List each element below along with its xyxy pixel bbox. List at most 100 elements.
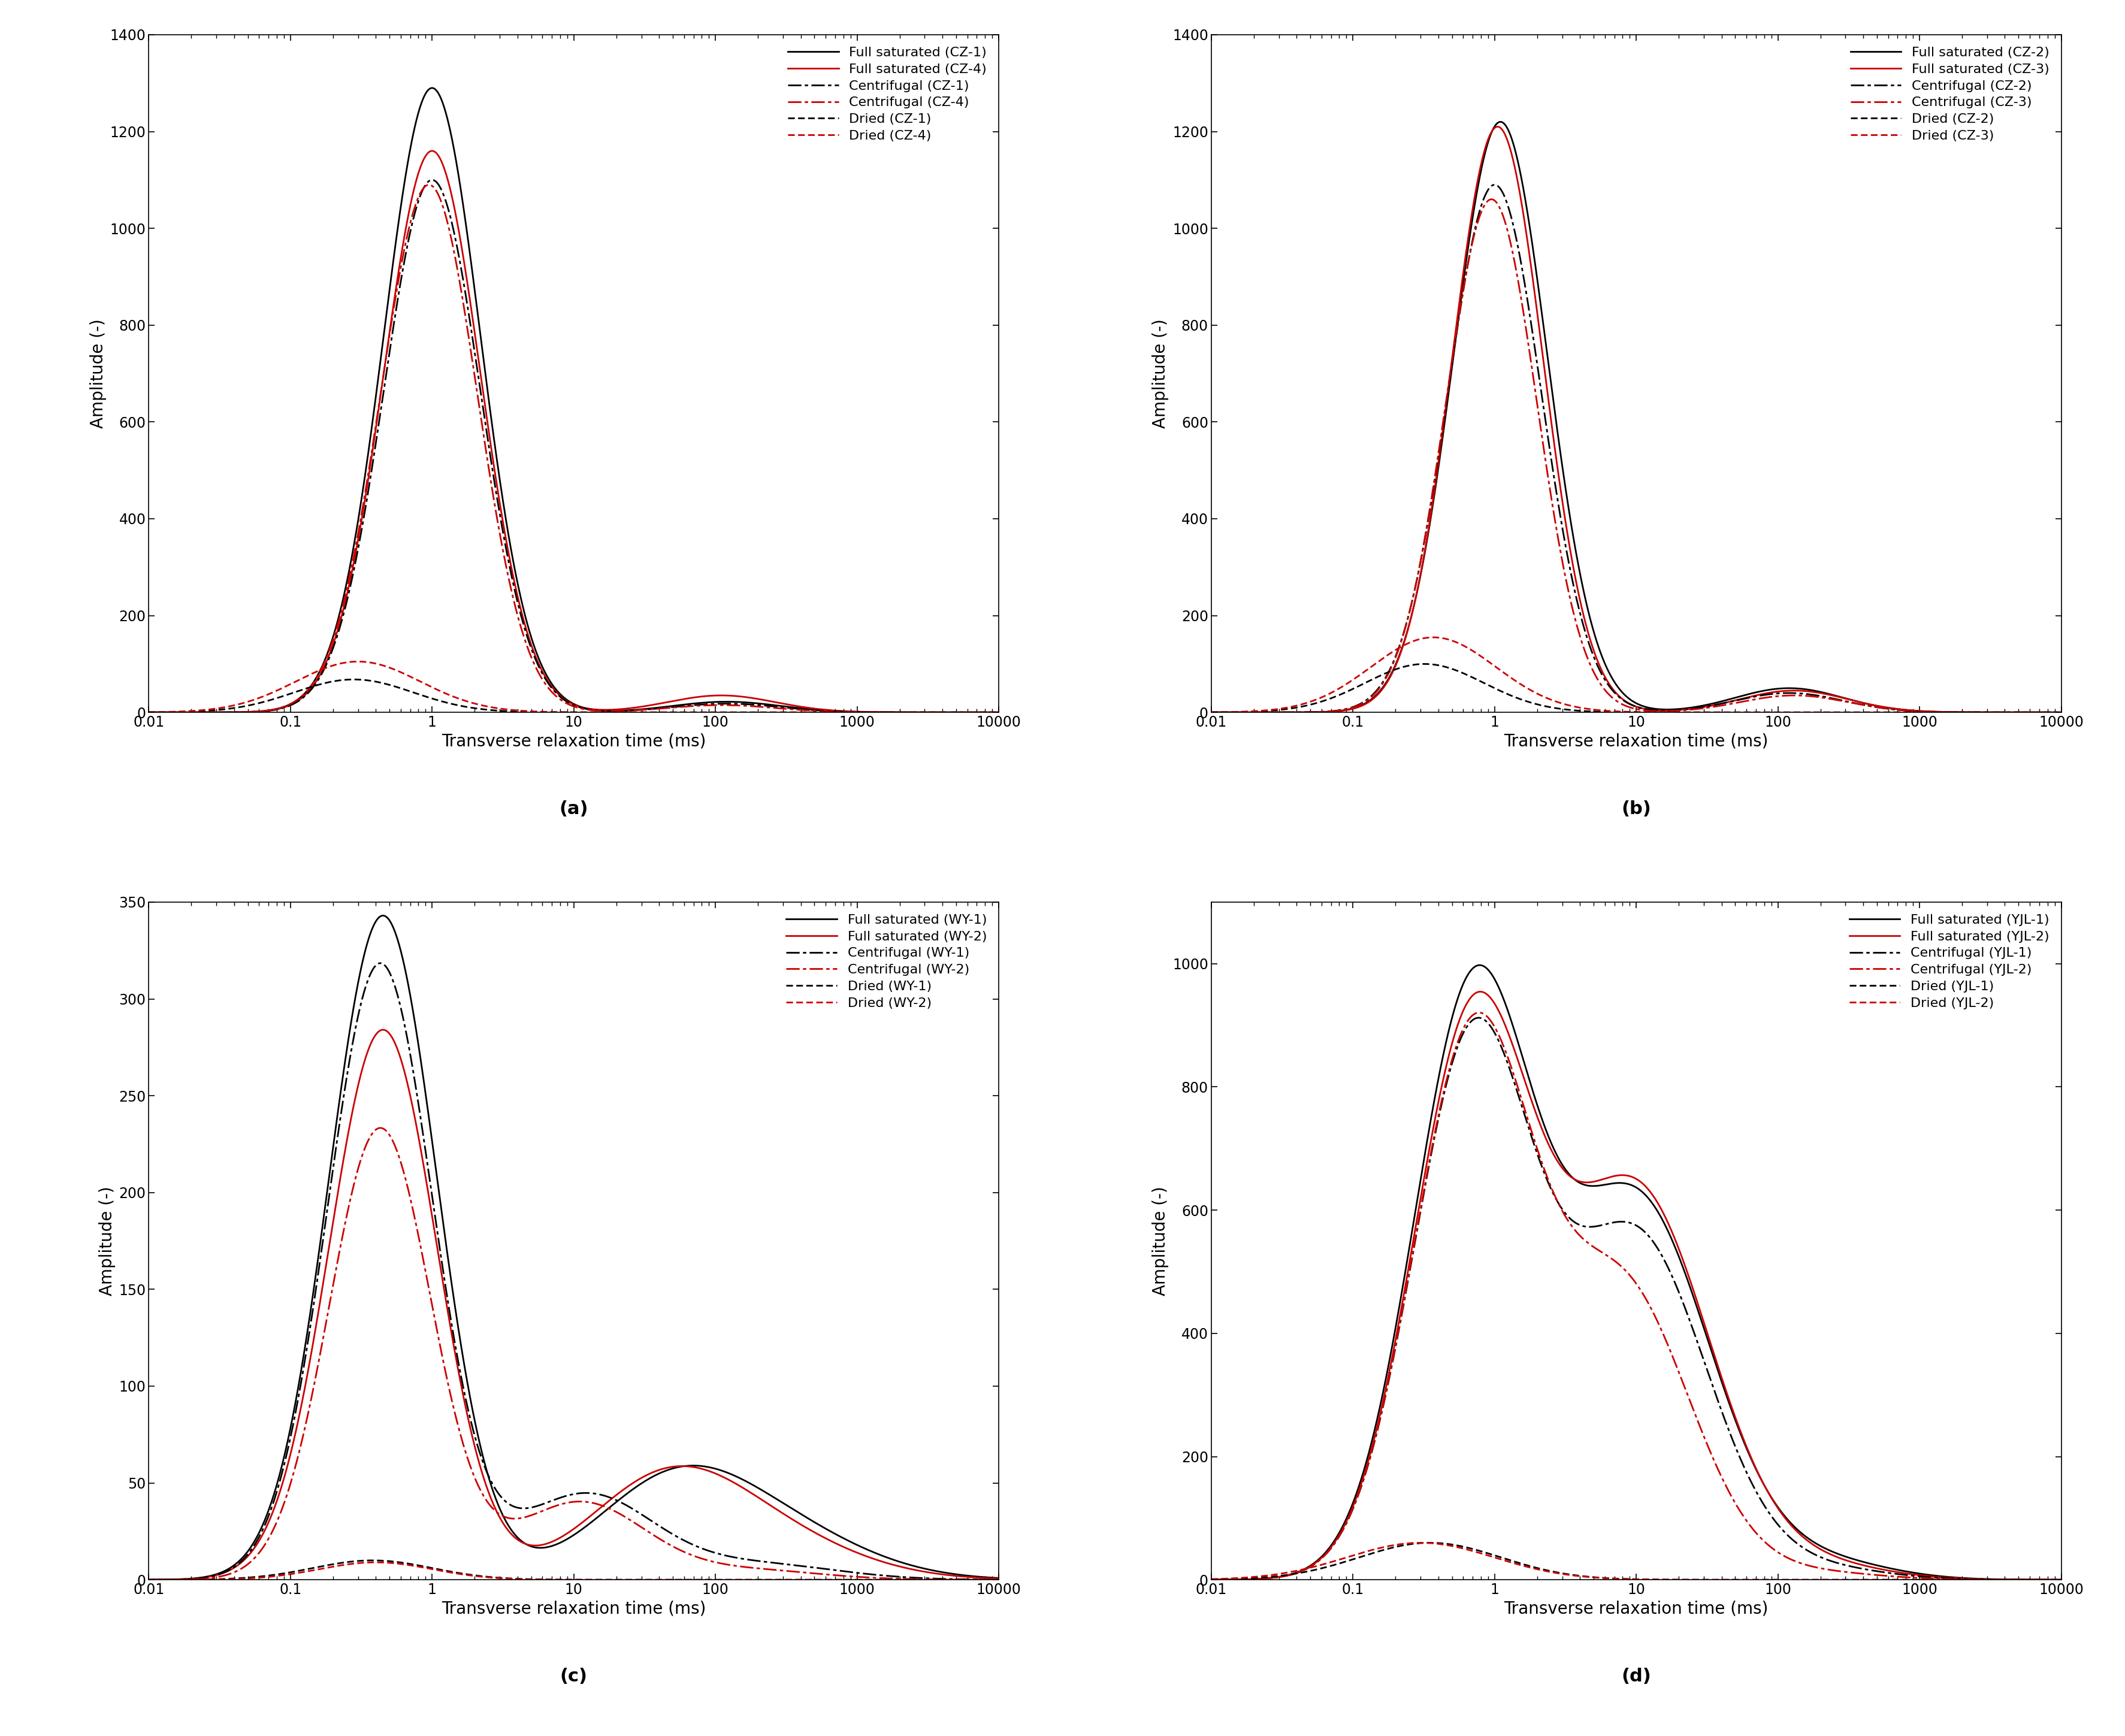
- Centrifugal (CZ-3): [1507, 276, 1532, 297]
- Dried (CZ-3): [1874, 701, 1900, 722]
- Full saturated (CZ-2): [1487, 111, 1513, 132]
- Full saturated (WY-1): [444, 1307, 470, 1328]
- Full saturated (CZ-3): [1702, 694, 1728, 715]
- Full saturated (CZ-2): [1874, 698, 1900, 719]
- Centrifugal (CZ-4): [767, 698, 793, 719]
- Full saturated (YJL-1): [1466, 955, 1492, 976]
- Dried (CZ-1): [676, 701, 701, 722]
- Full saturated (YJL-2): [1241, 1569, 1266, 1590]
- Centrifugal (YJL-2): [1874, 1566, 1900, 1587]
- Dried (YJL-1): [1738, 1569, 1764, 1590]
- Full saturated (WY-1): [676, 1455, 701, 1476]
- Centrifugal (YJL-1): [2048, 1569, 2074, 1590]
- Y-axis label: Amplitude (-): Amplitude (-): [89, 319, 106, 429]
- Dried (CZ-4): [812, 701, 837, 722]
- Centrifugal (CZ-1): [136, 701, 162, 722]
- Full saturated (CZ-1): [419, 78, 444, 99]
- Text: (d): (d): [1621, 1668, 1651, 1686]
- Dried (CZ-1): [136, 701, 162, 722]
- Dried (CZ-2): [1874, 701, 1900, 722]
- Dried (CZ-2): [1702, 701, 1728, 722]
- Line: Full saturated (CZ-4): Full saturated (CZ-4): [149, 151, 999, 712]
- Centrifugal (WY-1): [812, 1559, 837, 1580]
- Centrifugal (YJL-2): [1702, 1451, 1728, 1472]
- Full saturated (CZ-3): [1830, 687, 1855, 708]
- Centrifugal (CZ-1): [640, 698, 665, 719]
- Dried (WY-2): [136, 1569, 162, 1590]
- Centrifugal (CZ-3): [1241, 701, 1266, 722]
- Dried (YJL-2): [2048, 1569, 2074, 1590]
- Centrifugal (YJL-2): [1830, 1561, 1855, 1581]
- Line: Centrifugal (WY-2): Centrifugal (WY-2): [149, 1128, 999, 1580]
- Text: (a): (a): [559, 800, 589, 818]
- Dried (CZ-1): [444, 694, 470, 715]
- Dried (WY-2): [444, 1562, 470, 1583]
- Dried (WY-1): [986, 1569, 1011, 1590]
- Line: Full saturated (CZ-3): Full saturated (CZ-3): [1211, 127, 2061, 712]
- Full saturated (CZ-1): [767, 696, 793, 717]
- Full saturated (WY-1): [986, 1568, 1011, 1588]
- Dried (WY-1): [640, 1569, 665, 1590]
- Dried (CZ-4): [344, 651, 370, 672]
- Centrifugal (CZ-4): [444, 255, 470, 276]
- Dried (YJL-2): [1407, 1533, 1432, 1554]
- Line: Centrifugal (WY-1): Centrifugal (WY-1): [149, 963, 999, 1580]
- Centrifugal (CZ-3): [2048, 701, 2074, 722]
- Full saturated (WY-2): [640, 1462, 665, 1483]
- Centrifugal (WY-1): [767, 1554, 793, 1575]
- Line: Centrifugal (CZ-3): Centrifugal (CZ-3): [1211, 200, 2061, 712]
- Full saturated (CZ-3): [1198, 701, 1224, 722]
- Centrifugal (CZ-2): [1874, 698, 1900, 719]
- Dried (CZ-1): [986, 701, 1011, 722]
- Dried (WY-2): [812, 1569, 837, 1590]
- Centrifugal (CZ-4): [179, 701, 204, 722]
- Centrifugal (CZ-3): [1874, 698, 1900, 719]
- Full saturated (YJL-2): [1874, 1561, 1900, 1581]
- Full saturated (YJL-2): [1198, 1569, 1224, 1590]
- Full saturated (CZ-1): [812, 700, 837, 720]
- Legend: Full saturated (YJL-1), Full saturated (YJL-2), Centrifugal (YJL-1), Centrifugal: Full saturated (YJL-1), Full saturated (…: [1844, 908, 2055, 1014]
- Dried (CZ-1): [812, 701, 837, 722]
- Dried (CZ-3): [1507, 674, 1532, 694]
- Full saturated (CZ-1): [179, 701, 204, 722]
- X-axis label: Transverse relaxation time (ms): Transverse relaxation time (ms): [442, 733, 706, 750]
- Dried (CZ-2): [1198, 701, 1224, 722]
- Full saturated (WY-2): [986, 1568, 1011, 1588]
- Dried (YJL-1): [1417, 1533, 1443, 1554]
- Full saturated (WY-1): [640, 1467, 665, 1488]
- Centrifugal (CZ-4): [676, 696, 701, 717]
- Line: Centrifugal (CZ-1): Centrifugal (CZ-1): [149, 181, 999, 712]
- Centrifugal (YJL-1): [1507, 1087, 1532, 1108]
- Centrifugal (YJL-1): [1830, 1554, 1855, 1575]
- Centrifugal (WY-1): [444, 1342, 470, 1363]
- Full saturated (WY-1): [767, 1489, 793, 1510]
- Centrifugal (CZ-1): [767, 696, 793, 717]
- Centrifugal (WY-1): [676, 1533, 701, 1554]
- Centrifugal (YJL-2): [1507, 1082, 1532, 1102]
- Line: Full saturated (YJL-2): Full saturated (YJL-2): [1211, 991, 2061, 1580]
- Dried (CZ-4): [640, 701, 665, 722]
- Full saturated (CZ-4): [419, 141, 444, 161]
- Legend: Full saturated (CZ-1), Full saturated (CZ-4), Centrifugal (CZ-1), Centrifugal (C: Full saturated (CZ-1), Full saturated (C…: [782, 42, 992, 148]
- Centrifugal (CZ-2): [1241, 701, 1266, 722]
- Centrifugal (YJL-2): [2048, 1569, 2074, 1590]
- Full saturated (CZ-4): [179, 701, 204, 722]
- Full saturated (WY-2): [444, 1351, 470, 1371]
- Dried (CZ-3): [1198, 701, 1224, 722]
- Dried (CZ-1): [767, 701, 793, 722]
- Line: Full saturated (CZ-2): Full saturated (CZ-2): [1211, 122, 2061, 712]
- Dried (YJL-2): [1507, 1554, 1532, 1575]
- Centrifugal (CZ-2): [1481, 174, 1507, 194]
- Full saturated (YJL-2): [1702, 1345, 1728, 1366]
- Full saturated (CZ-4): [444, 208, 470, 229]
- Full saturated (CZ-3): [1241, 701, 1266, 722]
- Full saturated (CZ-2): [1507, 156, 1532, 177]
- Full saturated (CZ-2): [2048, 701, 2074, 722]
- Full saturated (YJL-1): [2048, 1569, 2074, 1590]
- Centrifugal (CZ-2): [1198, 701, 1224, 722]
- Dried (WY-2): [986, 1569, 1011, 1590]
- Line: Dried (WY-1): Dried (WY-1): [149, 1561, 999, 1580]
- Dried (CZ-4): [767, 701, 793, 722]
- Full saturated (CZ-4): [986, 701, 1011, 722]
- Dried (WY-2): [640, 1569, 665, 1590]
